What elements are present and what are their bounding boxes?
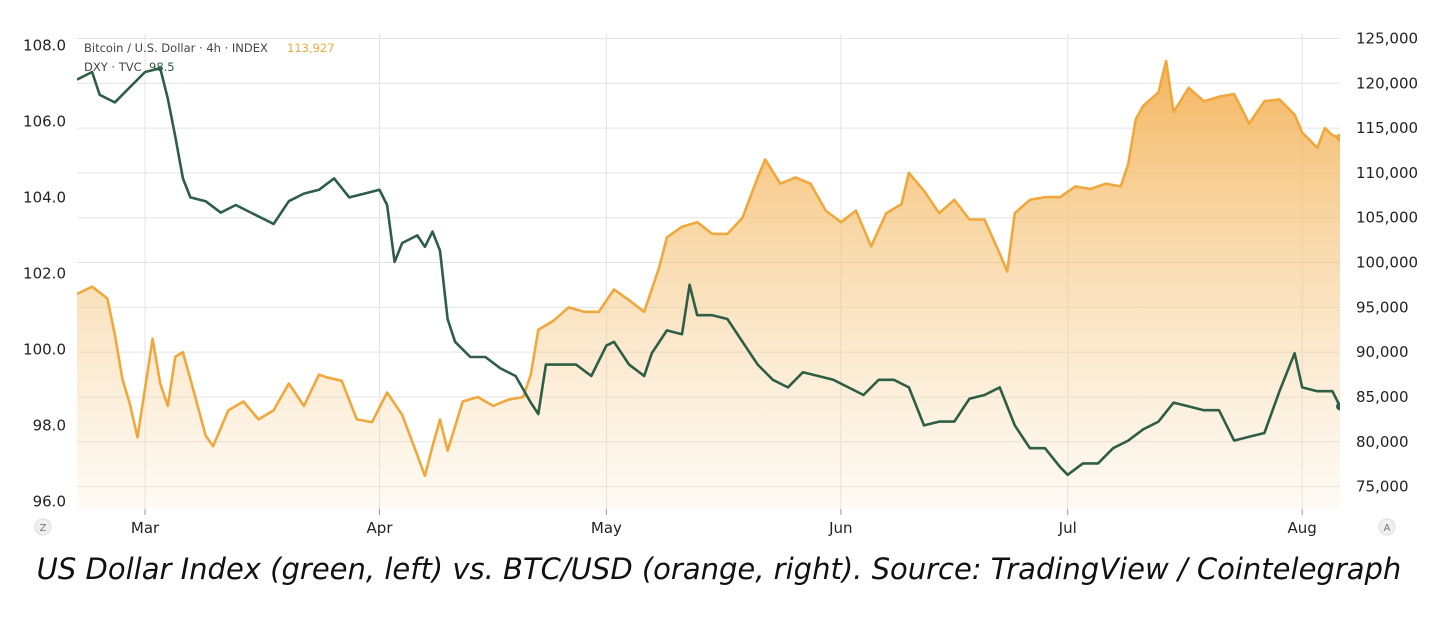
y-right-tick-label: 125,000: [1356, 29, 1418, 47]
zoom-button[interactable]: Z: [34, 518, 52, 536]
y-left-tick-label: 104.0: [23, 188, 66, 206]
x-tick-label: Jun: [828, 519, 852, 537]
y-right-tick-label: 80,000: [1356, 433, 1409, 451]
y-left-tick-label: 108.0: [23, 36, 66, 54]
dxy-last-point: [1336, 402, 1340, 411]
dxy-line: [77, 66, 1340, 477]
legend-btc-value: 113,927: [287, 41, 335, 55]
y-right-tick-label: 115,000: [1356, 119, 1418, 137]
axes: 96.0 98.0 100.0 102.0 104.0 106.0 108.0 75,000 8…: [23, 29, 1418, 537]
y-left-tick-label: 102.0: [23, 264, 66, 282]
x-tick-label: Apr: [367, 519, 394, 537]
legend: Bitcoin / U.S. Dollar · 4h · INDEX 113,9…: [84, 41, 335, 74]
y-right-tick-label: 110,000: [1356, 164, 1418, 182]
y-left-tick-label: 96.0: [33, 492, 66, 510]
legend-dxy-label: DXY · TVC: [84, 60, 142, 74]
series-layer: [77, 59, 1340, 509]
auto-scale-button-label: A: [1384, 523, 1391, 534]
x-tick-label: Mar: [131, 519, 160, 537]
btc-line: [77, 59, 1340, 478]
chart: 96.0 98.0 100.0 102.0 104.0 106.0 108.0 75,000 8…: [23, 29, 1418, 537]
x-tick-label: Aug: [1288, 519, 1317, 537]
figure-caption: US Dollar Index (green, left) vs. BTC/US…: [36, 552, 1402, 586]
zoom-button-label: Z: [40, 523, 47, 534]
btc-area: [77, 60, 1340, 509]
y-right-tick-label: 85,000: [1356, 388, 1409, 406]
y-right-tick-label: 100,000: [1356, 254, 1418, 272]
y-left-tick-label: 106.0: [23, 112, 66, 130]
x-tick-label: May: [591, 519, 622, 537]
y-right-tick-label: 75,000: [1356, 478, 1409, 496]
y-left-tick-label: 100.0: [23, 340, 66, 358]
y-left-tick-label: 98.0: [33, 416, 66, 434]
legend-dxy-value: 98.5: [149, 60, 175, 74]
y-right-tick-label: 120,000: [1356, 74, 1418, 92]
btc-last-point: [1336, 133, 1340, 142]
y-right-tick-label: 105,000: [1356, 209, 1418, 227]
x-tick-label: Jul: [1058, 519, 1077, 537]
y-right-tick-label: 90,000: [1356, 343, 1409, 361]
auto-scale-button[interactable]: A: [1378, 518, 1396, 536]
legend-btc-label: Bitcoin / U.S. Dollar · 4h · INDEX: [84, 41, 268, 55]
y-right-tick-label: 95,000: [1356, 298, 1409, 316]
